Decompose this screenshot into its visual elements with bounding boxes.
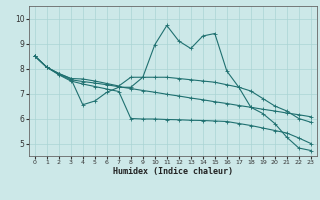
- X-axis label: Humidex (Indice chaleur): Humidex (Indice chaleur): [113, 167, 233, 176]
